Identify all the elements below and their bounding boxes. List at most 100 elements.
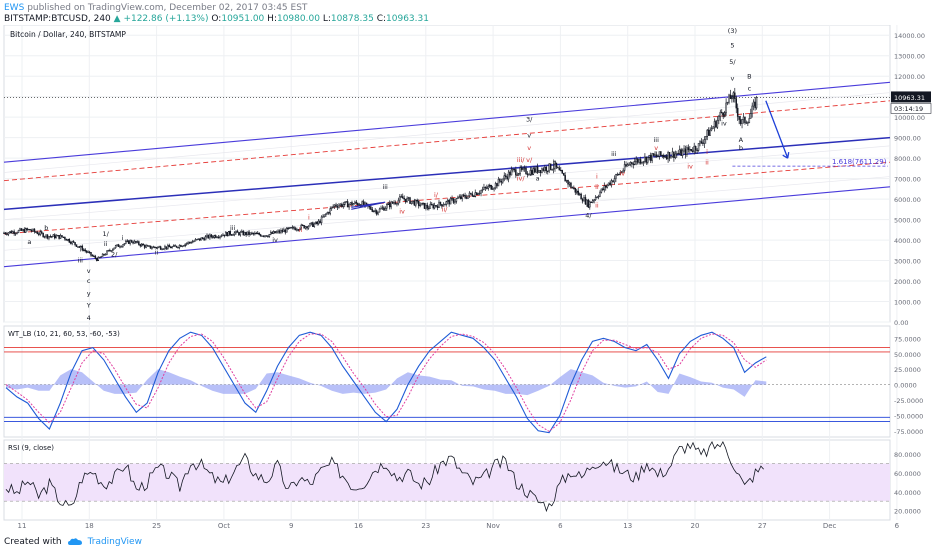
tradingview-brand[interactable]: TradingView [87, 537, 142, 547]
candle-body [51, 236, 53, 238]
candle-body [135, 240, 137, 243]
candle-body [748, 118, 751, 123]
candle-body [304, 226, 307, 229]
projection-arrow-head [782, 152, 790, 159]
rsi-line [5, 440, 764, 513]
candle-body [58, 234, 60, 239]
candle-body [16, 232, 18, 234]
candle-body [183, 245, 185, 247]
candle-body [484, 186, 487, 189]
candle-body [226, 232, 229, 237]
candle-body [241, 231, 243, 233]
candle-body [55, 235, 57, 239]
candle-body [107, 249, 110, 252]
candle-body [80, 245, 82, 248]
candle-body [444, 204, 446, 206]
candle-body [544, 166, 546, 171]
candle-body [388, 202, 391, 208]
candle-body [194, 239, 197, 242]
candle-body [525, 167, 527, 175]
candle-body [17, 230, 20, 233]
wave-label: i [596, 173, 598, 181]
author-name[interactable]: EWS [4, 3, 25, 13]
candle-body [475, 192, 478, 196]
candle-body [513, 168, 516, 171]
candle-body [470, 192, 472, 195]
candle-body [286, 227, 288, 233]
wt-y-tick-label: 75.0000 [894, 335, 921, 343]
candle-body [125, 241, 127, 244]
candle-body [85, 250, 88, 253]
chart-canvas[interactable]: 111825Oct91623Nov6132027Dec61114000.0013… [0, 25, 932, 530]
candle-body [629, 162, 632, 165]
candle-body [162, 248, 165, 250]
y-tick-label: 8000.00 [894, 155, 921, 163]
faint-channel-line [3, 176, 891, 251]
candle-body [712, 126, 714, 129]
candle-body [689, 149, 691, 151]
candle-body [122, 244, 124, 247]
candle-body [287, 227, 289, 229]
candle-body [188, 241, 191, 244]
candle-body [735, 98, 737, 109]
candle-body [193, 240, 195, 243]
candle-body [655, 154, 658, 157]
candle-body [473, 195, 475, 198]
candle-body [165, 246, 168, 249]
candle-body [283, 229, 285, 232]
candle-body [322, 216, 324, 218]
candle-body [632, 163, 635, 165]
candle-body [387, 202, 389, 205]
candle-body [91, 255, 94, 257]
candle-body [446, 200, 449, 202]
faint-channel-line [3, 145, 891, 220]
candle-body [744, 116, 746, 124]
candle-body [242, 231, 244, 236]
candle-body [123, 243, 126, 245]
candle-body [681, 150, 684, 156]
candle-body [489, 184, 491, 187]
candle-body [261, 235, 263, 237]
candle-body [468, 192, 471, 196]
wave-label: ii [299, 226, 303, 234]
candle-body [557, 166, 559, 169]
candle-body [622, 170, 624, 173]
candle-body [584, 197, 587, 205]
x-tick-label: 16 [354, 522, 363, 530]
candle-body [272, 231, 275, 234]
candle-body [454, 201, 456, 203]
candle-body [512, 168, 514, 171]
candle-body [362, 201, 365, 206]
price-change: ▲ +122.86 (+1.13%) [113, 14, 209, 24]
candle-body [264, 235, 266, 237]
candle-body [281, 230, 284, 232]
candle-body [174, 245, 176, 247]
candle-body [628, 164, 630, 166]
candle-body [344, 201, 346, 205]
candle-body [635, 159, 637, 162]
candle-body [46, 234, 49, 239]
candle-body [84, 249, 86, 252]
y-tick-label: 7000.00 [894, 176, 921, 184]
candle-body [29, 228, 31, 231]
candle-body [471, 193, 474, 197]
candle-body [370, 206, 372, 210]
wave-label: v/ [526, 156, 533, 164]
candle-body [496, 183, 498, 187]
candle-body [448, 200, 450, 205]
candle-body [214, 235, 217, 238]
wave-label: 5 [730, 42, 734, 50]
candle-body [232, 234, 234, 236]
candle-body [677, 153, 679, 155]
candle-body [19, 228, 21, 231]
candle-body [77, 246, 79, 248]
faint-channel-line [3, 92, 891, 173]
candle-body [638, 159, 640, 163]
candle-body [310, 222, 313, 224]
publish-line: EWS published on TradingView.com, Decemb… [4, 3, 307, 13]
candle-body [435, 205, 437, 207]
candle-body [14, 232, 17, 235]
wave-label: v [87, 267, 91, 275]
candle-body [477, 193, 479, 196]
candle-body [739, 119, 742, 124]
